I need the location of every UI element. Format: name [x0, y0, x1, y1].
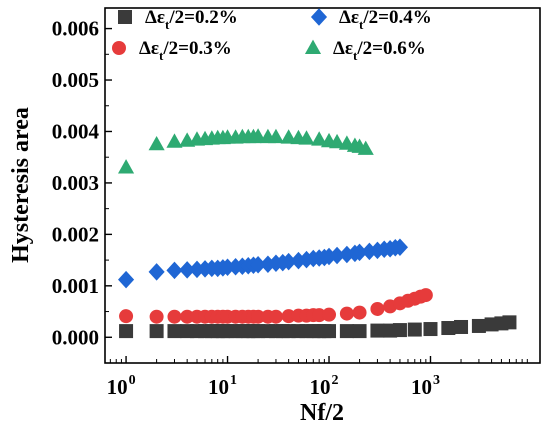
data-point — [267, 128, 285, 144]
data-point — [119, 324, 134, 339]
data-point — [118, 159, 135, 174]
data-point — [312, 308, 327, 323]
data-point — [418, 288, 433, 303]
legend-marker-circle — [112, 41, 126, 55]
data-point — [392, 323, 407, 338]
data-point — [167, 309, 182, 324]
data-point — [407, 322, 422, 337]
x-tick-label: 102 — [310, 373, 339, 399]
data-point — [357, 140, 374, 155]
data-point — [180, 309, 195, 324]
data-point — [351, 243, 368, 262]
data-point — [251, 309, 266, 324]
plot-frame — [104, 7, 541, 364]
y-tick-label: 0.005 — [52, 68, 99, 92]
legend: Δεt/2=0.2% Δεt/2=0.3% Δεt/2=0.4% Δεt/2=0.6% — [112, 7, 432, 63]
series-diamond — [118, 238, 408, 289]
y-axis-title: Hysteresis area — [8, 107, 34, 263]
series-circle — [119, 288, 433, 324]
x-axis-title: Nf/2 — [300, 400, 344, 426]
data-point — [149, 324, 164, 339]
x-tick-label: 103 — [411, 373, 440, 399]
data-point — [280, 129, 297, 144]
data-point — [166, 261, 183, 280]
legend-label: Δεt/2=0.2% — [145, 7, 238, 32]
series-layer — [118, 128, 517, 339]
legend-marker-triangle — [304, 39, 322, 54]
data-point — [339, 324, 354, 339]
data-point — [423, 322, 438, 337]
x-tick-labels: 100 101 102 103 — [107, 373, 440, 399]
data-point — [471, 318, 486, 333]
data-point — [352, 324, 367, 339]
data-point — [339, 306, 354, 321]
data-point — [166, 133, 183, 148]
data-point — [370, 323, 385, 338]
data-point — [149, 309, 164, 324]
data-point — [281, 309, 296, 324]
data-point — [454, 319, 469, 334]
data-point — [298, 130, 315, 145]
data-point — [268, 309, 283, 324]
data-point — [118, 270, 135, 289]
data-point — [280, 252, 297, 271]
y-tick-label: 0.002 — [52, 222, 99, 246]
axis-ticks — [105, 27, 528, 363]
legend-marker-square — [118, 10, 132, 24]
data-point — [322, 324, 337, 339]
data-point — [119, 309, 134, 324]
data-point — [290, 251, 307, 270]
y-tick-label: 0.003 — [52, 171, 99, 195]
data-point — [179, 261, 196, 279]
data-point — [250, 128, 267, 143]
x-tick-label: 101 — [208, 373, 237, 399]
y-tick-label: 0.006 — [52, 17, 99, 41]
y-tick-label: 0.000 — [52, 325, 99, 349]
y-tick-label: 0.004 — [52, 119, 100, 143]
legend-marker-diamond — [310, 8, 328, 26]
series-triangle — [118, 128, 374, 174]
data-point — [250, 255, 267, 274]
data-point — [329, 133, 346, 149]
y-tick-label: 0.001 — [52, 274, 99, 298]
data-point — [441, 321, 456, 336]
data-point — [148, 263, 165, 281]
data-point — [259, 255, 276, 273]
data-point — [148, 135, 165, 151]
data-point — [502, 315, 517, 330]
legend-label: Δεt/2=0.4% — [339, 7, 432, 32]
legend-label: Δεt/2=0.3% — [139, 38, 232, 63]
y-tick-labels: 0.000 0.001 0.002 0.003 0.004 0.005 0.006 — [52, 17, 100, 350]
data-point — [322, 307, 337, 322]
data-point — [352, 305, 367, 320]
data-point — [391, 238, 408, 256]
data-point — [188, 260, 206, 279]
series-square — [119, 315, 517, 339]
legend-label: Δεt/2=0.6% — [333, 38, 426, 63]
x-tick-label: 100 — [107, 373, 136, 399]
data-point — [329, 246, 346, 265]
data-point — [167, 324, 182, 339]
data-point — [311, 131, 328, 146]
data-point — [370, 301, 385, 316]
